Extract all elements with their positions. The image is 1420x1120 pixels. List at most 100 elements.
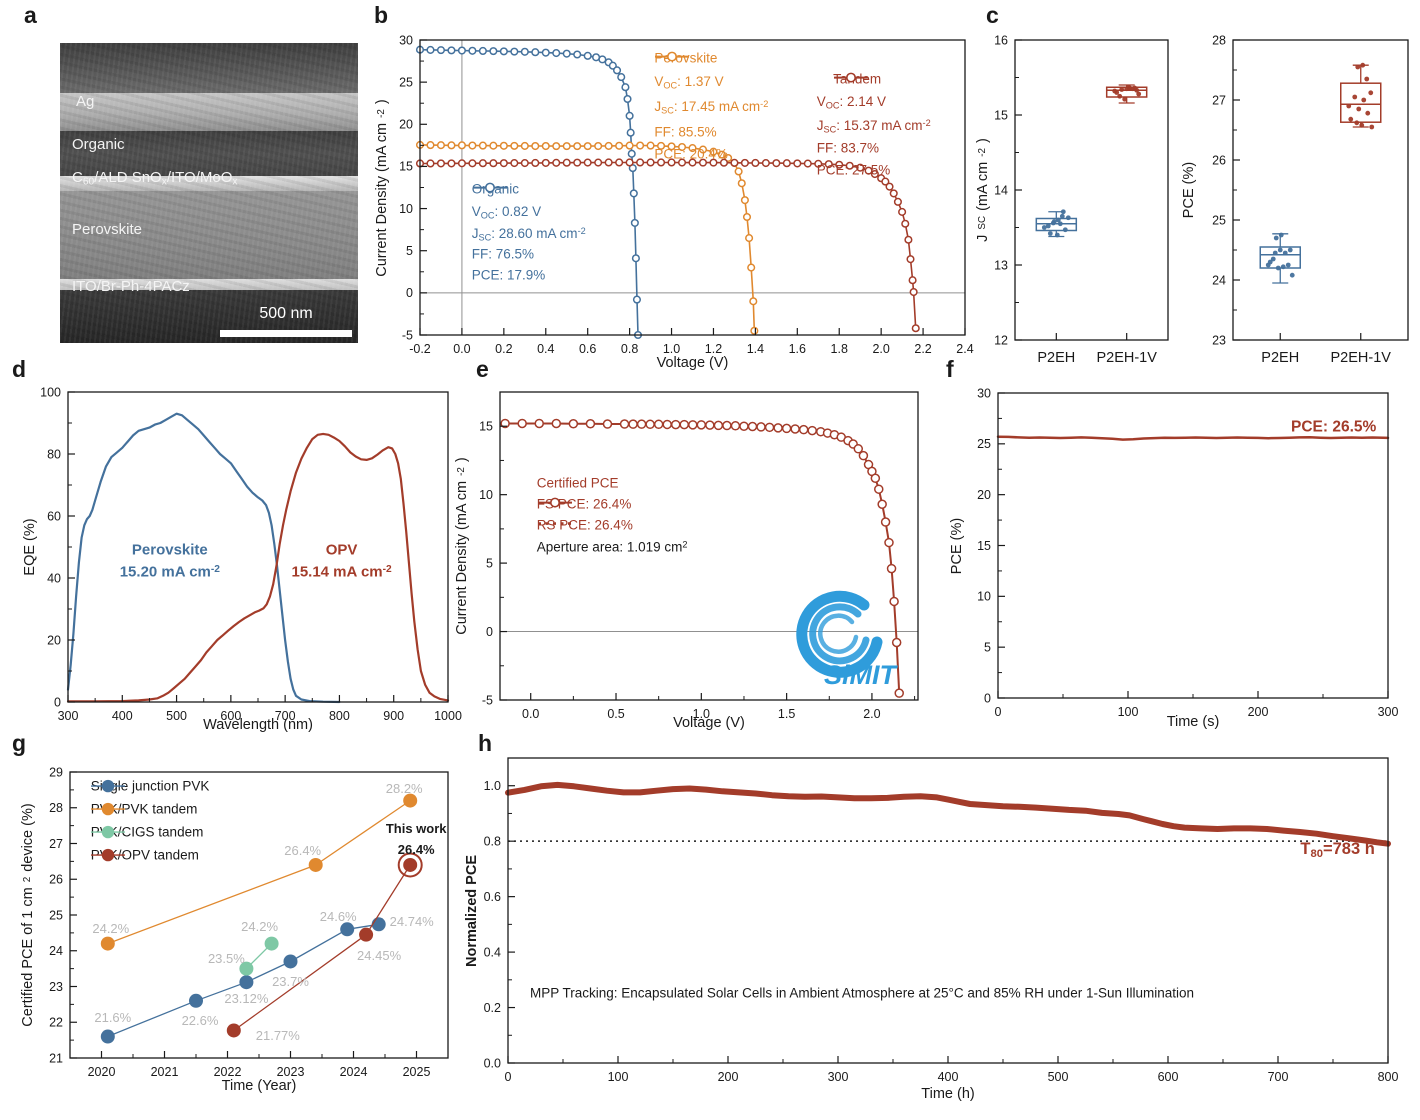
annotation: OPV — [325, 541, 358, 559]
svg-text:30: 30 — [977, 386, 991, 400]
jsc-boxplot-chart: P2EH P2EH-1V 12 13 14 15 16 J SC (mA cm -2) — [975, 25, 1175, 385]
annotation: VOC: 0.82 V — [471, 203, 542, 220]
svg-text:0.0: 0.0 — [484, 1056, 501, 1070]
y-axis-title: Current Density (mA cm -2) — [373, 98, 390, 277]
svg-text:1.4: 1.4 — [747, 342, 764, 356]
svg-text:0.4: 0.4 — [484, 945, 501, 959]
point-label: 23.5% — [207, 950, 245, 966]
svg-text:26: 26 — [49, 873, 63, 887]
svg-text:0.6: 0.6 — [579, 342, 596, 356]
svg-text:0.5: 0.5 — [607, 707, 624, 721]
annotation: JSC: 17.45 mA cm-2 — [654, 98, 769, 116]
svg-text:1.5: 1.5 — [778, 707, 795, 721]
annotation: FF: 76.5% — [471, 246, 535, 262]
sem-texture — [60, 43, 358, 343]
svg-text:300: 300 — [58, 709, 79, 723]
svg-text:1.0: 1.0 — [663, 342, 680, 356]
point-label: 24.74% — [389, 914, 434, 930]
annotation: T80=783 h — [1300, 839, 1375, 860]
chart-g-canvas: 2020 2021 2022 2023 2024 2025 21 22 23 24 25 26 27 28… — [49, 765, 449, 1079]
svg-text:0: 0 — [505, 1070, 512, 1084]
annotation: JSC: 28.60 mA cm-2 — [471, 225, 586, 243]
svg-text:400: 400 — [938, 1070, 959, 1084]
svg-text:5: 5 — [406, 244, 413, 258]
pce-boxplot-chart: P2EH P2EH-1V 23 24 25 26 27 28 PCE (%) — [1175, 25, 1420, 385]
svg-text:P2EH: P2EH — [1037, 350, 1075, 366]
svg-text:23: 23 — [49, 980, 63, 994]
svg-text:0.6: 0.6 — [484, 890, 501, 904]
point-label: 21.6% — [94, 1009, 132, 1025]
svg-text:300: 300 — [828, 1070, 849, 1084]
annotation: Organic — [471, 182, 520, 197]
svg-text:29: 29 — [49, 765, 63, 779]
svg-text:0.2: 0.2 — [484, 1001, 501, 1015]
svg-text:100: 100 — [1118, 705, 1139, 719]
annotation: Certified PCE — [536, 475, 619, 491]
annotation: PVK/PVK tandem — [90, 801, 198, 817]
annotation: MPP Tracking: Encapsulated Solar Cells i… — [530, 985, 1195, 1001]
svg-text:100: 100 — [40, 385, 61, 399]
point-label: 26.4% — [397, 841, 435, 857]
panel-label-e: e — [476, 356, 489, 382]
annotation: Aperture area: 1.019 cm2 — [536, 539, 688, 555]
svg-text:15: 15 — [994, 108, 1008, 122]
svg-text:27: 27 — [1212, 93, 1226, 107]
svg-text:800: 800 — [1378, 1070, 1399, 1084]
svg-text:14: 14 — [994, 183, 1008, 197]
scale-bar — [220, 330, 352, 337]
svg-text:5: 5 — [486, 556, 493, 570]
annotation: PCE: 20.4% — [654, 146, 728, 162]
annotation: 15.14 mA cm-2 — [291, 563, 392, 581]
svg-text:1.0: 1.0 — [484, 779, 501, 793]
svg-text:25: 25 — [977, 437, 991, 451]
annotation: FF: 83.7% — [816, 140, 880, 156]
svg-text:1.6: 1.6 — [789, 342, 806, 356]
point-label: 21.77% — [255, 1028, 300, 1044]
y-axis-title: Normalized PCE — [463, 854, 480, 967]
sem-layer-interconnect — [60, 176, 358, 191]
y-axis-title: PCE (%) — [1180, 161, 1197, 219]
svg-text:1.8: 1.8 — [831, 342, 848, 356]
jv-curves-chart: -0.2 0.0 0.2 0.4 0.6 0.8 1.0 1.2 1.4 1.6 1.8 2.0 2.2… — [370, 25, 982, 385]
svg-text:28: 28 — [1212, 33, 1226, 47]
sem-layer-ito — [60, 279, 358, 290]
svg-text:2022: 2022 — [214, 1065, 242, 1079]
svg-text:0.4: 0.4 — [537, 342, 554, 356]
svg-text:13: 13 — [994, 258, 1008, 272]
svg-text:25: 25 — [399, 75, 413, 89]
panel-label-d: d — [12, 356, 27, 382]
x-axis-title: Voltage (V) — [656, 354, 729, 371]
y-axis-title: Certified PCE of 1 cm 2 device (%) — [19, 803, 36, 1027]
point-label: This work — [385, 820, 447, 836]
svg-text:0.0: 0.0 — [522, 707, 539, 721]
x-axis-title: Time (s) — [1166, 713, 1220, 730]
svg-text:700: 700 — [275, 709, 296, 723]
svg-text:30: 30 — [399, 33, 413, 47]
svg-text:20: 20 — [47, 633, 61, 647]
annotation: PCE: 26.5% — [1291, 417, 1377, 435]
point-label: 24.2% — [241, 918, 279, 934]
y-axis-title: J SC (mA cm -2) — [974, 138, 991, 242]
y-axis-title: PCE (%) — [948, 517, 965, 574]
svg-text:-0.2: -0.2 — [409, 342, 431, 356]
svg-text:20: 20 — [399, 118, 413, 132]
annotation: JSC: 15.37 mA cm-2 — [816, 118, 931, 135]
svg-text:-5: -5 — [402, 328, 413, 342]
svg-text:40: 40 — [47, 571, 61, 585]
annotation: VOC: 1.37 V — [654, 73, 724, 91]
point-label: 24.6% — [319, 909, 357, 925]
svg-text:0: 0 — [486, 625, 493, 639]
simit-logo: SiMIT — [796, 590, 899, 690]
svg-text:28: 28 — [49, 801, 63, 815]
svg-text:15: 15 — [977, 539, 991, 553]
svg-text:P2EH-1V: P2EH-1V — [1331, 350, 1392, 366]
panel-label-g: g — [12, 730, 27, 756]
svg-text:200: 200 — [1248, 705, 1269, 719]
point-label: 23.12% — [224, 991, 269, 1007]
svg-text:80: 80 — [47, 447, 61, 461]
annotation: Single junction PVK — [90, 778, 210, 794]
svg-text:2020: 2020 — [88, 1065, 116, 1079]
simit-logo-text: SiMIT — [824, 660, 899, 690]
simit-logo-swirl-outer — [796, 590, 883, 678]
